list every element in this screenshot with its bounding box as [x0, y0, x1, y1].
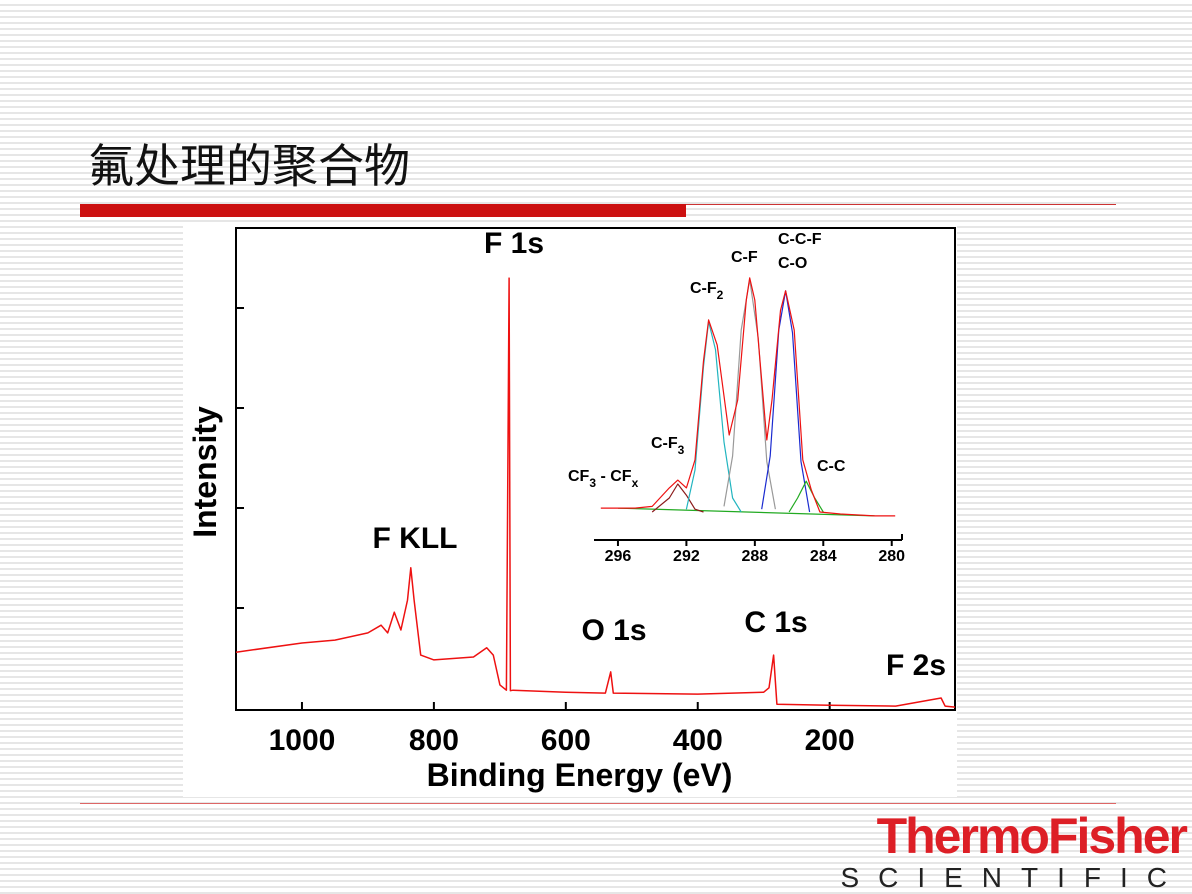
peak-label: C-F3 — [651, 435, 685, 457]
label-part: C-F — [690, 280, 717, 297]
logo-subtitle: SCIENTIFIC — [840, 862, 1186, 893]
label-part: C-F — [731, 249, 758, 266]
x-tick-label: 1000 — [269, 724, 336, 757]
spectrum-line — [235, 277, 956, 708]
spectrum-line — [600, 277, 896, 517]
y-axis-label: Intensity — [187, 406, 223, 538]
x-tick-label: 200 — [805, 724, 855, 757]
x-axis-label: Binding Energy (eV) — [427, 757, 733, 793]
peak-label: F KLL — [373, 522, 458, 555]
peak-label: F 2s — [886, 649, 946, 682]
spectrum-line — [651, 483, 704, 513]
label-part: C-C — [817, 458, 846, 475]
x-tick-label: 284 — [810, 548, 837, 565]
x-tick-label: 296 — [605, 548, 632, 565]
label-part: CF — [568, 468, 590, 485]
slide-title: 氟处理的聚合物 — [88, 139, 410, 193]
logo-brand: ThermoFisher — [877, 808, 1188, 864]
label-part: C-F — [651, 435, 678, 452]
main-chart: 1000 800 600 400 200 Binding Energy (eV) Inten… — [187, 227, 956, 793]
peak-label: C-F — [731, 249, 758, 266]
x-tick-label: 800 — [409, 724, 459, 757]
peak-label: C-C — [817, 458, 846, 475]
spectrum-line — [685, 321, 742, 513]
label-part: C-O — [778, 255, 807, 272]
label-part: C-C-F — [778, 231, 822, 248]
x-tick-label: 288 — [741, 548, 768, 565]
plot-frame — [235, 227, 956, 711]
subscript: x — [632, 476, 639, 490]
peak-label: C-O — [778, 255, 807, 272]
title-bar — [80, 204, 686, 217]
peak-label: C-C-F — [778, 231, 822, 248]
spectrum-line — [617, 507, 875, 517]
x-tick-label: 280 — [878, 548, 905, 565]
chart-panel — [183, 222, 957, 797]
x-tick-label: 600 — [541, 724, 591, 757]
peak-label: C-F2 — [690, 280, 724, 302]
subscript: 3 — [678, 443, 685, 457]
spectrum-line — [788, 480, 824, 513]
peak-label: C 1s — [744, 606, 807, 639]
x-tick-label: 292 — [673, 548, 700, 565]
peak-label: O 1s — [581, 614, 646, 647]
peak-label: F 1s — [484, 227, 544, 260]
subscript: 3 — [589, 476, 596, 490]
label-part: - CF — [596, 468, 632, 485]
x-tick-label: 400 — [673, 724, 723, 757]
peak-label: CF3 - CFx — [568, 468, 639, 490]
subscript: 2 — [717, 288, 724, 302]
